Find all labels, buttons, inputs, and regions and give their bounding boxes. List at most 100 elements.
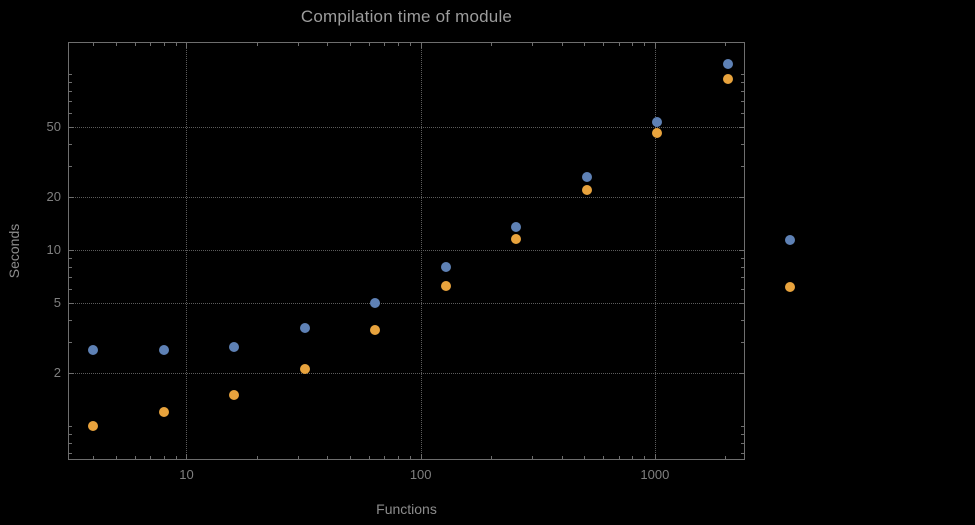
data-point: [440, 281, 451, 292]
y-tick-mark: [739, 249, 744, 251]
x-tick-mark: [115, 456, 117, 459]
y-tick-mark: [741, 112, 744, 114]
y-tick-mark: [741, 101, 744, 103]
y-tick-mark: [69, 266, 72, 268]
legend-marker: [785, 235, 795, 245]
x-tick-mark: [561, 456, 563, 459]
x-tick-mark: [163, 456, 165, 459]
y-tick-mark: [741, 433, 744, 435]
x-tick-mark: [115, 43, 117, 46]
x-tick-mark: [602, 456, 604, 459]
x-tick-mark: [175, 43, 177, 46]
x-tick-mark: [644, 456, 646, 459]
y-tick-mark: [69, 82, 72, 84]
y-tick-mark: [69, 165, 72, 167]
y-tick-mark: [69, 112, 72, 114]
legend-marker: [785, 282, 795, 292]
x-tick-mark: [618, 456, 620, 459]
x-tick-mark: [163, 43, 165, 46]
gridline-horizontal: [69, 372, 744, 374]
x-tick-mark: [134, 43, 136, 46]
x-tick-mark: [725, 456, 727, 459]
y-tick-mark: [739, 126, 744, 128]
x-tick-label: 1000: [640, 467, 670, 482]
x-tick-mark: [298, 43, 300, 46]
data-point: [581, 171, 592, 182]
y-tick-mark: [69, 257, 72, 259]
legend: [785, 235, 797, 295]
y-tick-mark: [69, 442, 72, 444]
y-tick-label: 5: [53, 294, 61, 310]
y-tick-label: 2: [53, 364, 61, 380]
y-tick-mark: [69, 196, 74, 198]
y-tick-mark: [741, 452, 744, 454]
x-tick-mark: [384, 43, 386, 46]
y-tick-mark: [741, 277, 744, 279]
x-tick-mark: [150, 456, 152, 459]
data-point: [158, 406, 169, 417]
y-tick-mark: [741, 165, 744, 167]
x-tick-mark: [584, 456, 586, 459]
chart-title: Compilation time of module: [300, 7, 513, 26]
y-tick-mark: [739, 372, 744, 374]
x-tick-mark: [618, 43, 620, 46]
y-tick-mark: [69, 91, 72, 92]
y-tick-label: 20: [46, 188, 61, 204]
x-tick-mark: [298, 456, 300, 459]
data-point: [370, 325, 381, 336]
data-point: [511, 234, 522, 245]
y-tick-mark: [69, 143, 72, 145]
data-point: [158, 344, 169, 355]
y-tick-mark: [69, 433, 72, 435]
x-tick-mark: [491, 43, 493, 46]
y-tick-mark: [69, 319, 72, 321]
data-point: [229, 342, 240, 353]
gridline-horizontal: [69, 302, 744, 304]
data-point: [229, 389, 240, 400]
x-tick-mark: [561, 43, 563, 46]
x-tick-mark: [186, 43, 188, 48]
x-tick-mark: [725, 43, 727, 46]
gridline-horizontal: [69, 249, 744, 251]
y-tick-mark: [741, 73, 744, 75]
x-tick-mark: [175, 456, 177, 459]
data-point: [511, 221, 522, 232]
y-tick-mark: [741, 143, 744, 145]
x-tick-label: 10: [179, 467, 194, 482]
data-point: [370, 297, 381, 308]
x-tick-mark: [327, 456, 329, 459]
x-tick-mark: [327, 43, 329, 46]
x-axis-label: Functions: [376, 501, 437, 517]
data-point: [652, 117, 663, 128]
x-tick-mark: [420, 43, 422, 48]
x-tick-mark: [644, 43, 646, 46]
y-tick-mark: [739, 302, 744, 304]
x-tick-mark: [368, 43, 370, 46]
data-point: [440, 261, 451, 272]
y-tick-mark: [69, 341, 72, 343]
x-tick-mark: [409, 456, 411, 459]
x-tick-mark: [584, 43, 586, 46]
y-tick-label: 10: [46, 241, 61, 257]
x-tick-mark: [384, 456, 386, 459]
x-tick-mark: [368, 456, 370, 459]
data-point: [722, 58, 733, 69]
x-tick-mark: [397, 43, 399, 46]
x-tick-mark: [632, 43, 634, 46]
y-tick-mark: [69, 101, 72, 103]
plot-area: 10 100 1000 2 5 10 20 50: [47, 42, 745, 482]
x-tick-mark: [256, 456, 258, 459]
x-tick-mark: [654, 454, 656, 459]
x-tick-mark: [491, 456, 493, 459]
y-tick-mark: [739, 196, 744, 198]
x-tick-mark: [532, 456, 534, 459]
y-tick-mark: [741, 266, 744, 268]
y-tick-mark: [741, 425, 744, 427]
y-axis-label: Seconds: [6, 223, 22, 279]
y-tick-mark: [741, 257, 744, 259]
y-tick-mark: [741, 442, 744, 444]
gridline-horizontal: [69, 126, 744, 128]
data-point: [88, 344, 99, 355]
y-tick-label: 50: [46, 118, 61, 134]
